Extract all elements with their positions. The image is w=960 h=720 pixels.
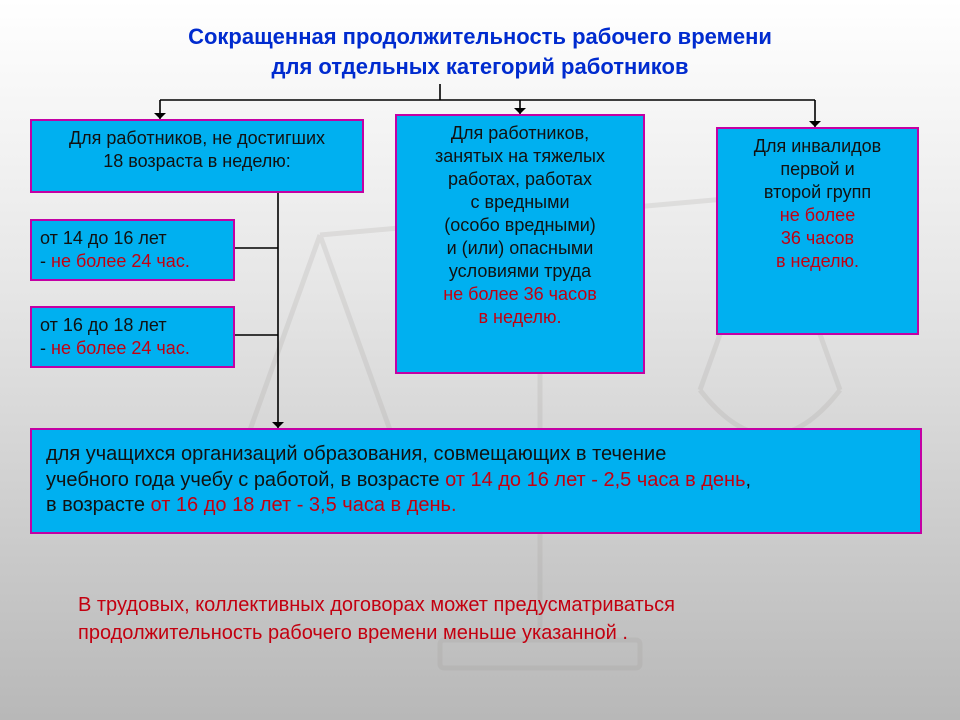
box-14-16-limit: не более 24 час. xyxy=(51,251,190,271)
box2-l3: работах, работах xyxy=(448,169,592,189)
box3-r3: в неделю. xyxy=(776,251,859,271)
box4-p1: для учащихся организаций образования, со… xyxy=(46,443,666,465)
footer-l1: В трудовых, коллективных договорах может… xyxy=(78,594,675,616)
box-heavy-labor: Для работников, занятых на тяжелых работ… xyxy=(395,114,645,374)
box4-p3a: в возрасте xyxy=(46,494,151,516)
box3-l1: Для инвалидов xyxy=(754,136,881,156)
box-disabled: Для инвалидов первой и второй групп не б… xyxy=(716,127,919,335)
box2-l4: с вредными xyxy=(471,192,570,212)
box4-p3r: от 16 до 18 лет - 3,5 часа в день. xyxy=(151,494,457,516)
box2-l7: условиями труда xyxy=(449,261,591,281)
box2-l2: занятых на тяжелых xyxy=(435,146,605,166)
box2-r1: не более 36 часов xyxy=(443,284,597,304)
box4-p2r: от 14 до 16 лет - 2,5 часа в день xyxy=(445,469,745,491)
box-16-18: от 16 до 18 лет - не более 24 час. xyxy=(30,306,235,368)
box-under-18-line1: Для работников, не достигших xyxy=(69,128,325,148)
slide-root: Сокращенная продолжительность рабочего в… xyxy=(0,0,960,720)
box-under-18-line2: 18 возраста в неделю: xyxy=(103,151,291,171)
box3-r1: не более xyxy=(780,205,855,225)
box2-l1: Для работников, xyxy=(451,123,589,143)
box-16-18-plain: от 16 до 18 лет xyxy=(40,315,167,335)
box3-l2: первой и xyxy=(780,159,854,179)
box-16-18-limit: не более 24 час. xyxy=(51,338,190,358)
box2-r2: в неделю. xyxy=(478,307,561,327)
footer-l2: продолжительность рабочего времени меньш… xyxy=(78,622,628,644)
box-14-16: от 14 до 16 лет - не более 24 час. xyxy=(30,219,235,281)
title-line-1: Сокращенная продолжительность рабочего в… xyxy=(188,24,772,49)
box-14-16-plain: от 14 до 16 лет xyxy=(40,228,167,248)
box3-l3: второй групп xyxy=(764,182,871,202)
box2-l6: и (или) опасными xyxy=(447,238,594,258)
title-line-2: для отдельных категорий работников xyxy=(272,54,689,79)
box4-p2a: учебного года учебу с работой, в возраст… xyxy=(46,469,445,491)
box-under-18: Для работников, не достигших 18 возраста… xyxy=(30,119,364,193)
footer-note: В трудовых, коллективных договорах может… xyxy=(78,591,910,647)
box-students: для учащихся организаций образования, со… xyxy=(30,428,922,534)
box-14-16-sep: - xyxy=(40,251,51,271)
slide-title: Сокращенная продолжительность рабочего в… xyxy=(0,22,960,81)
box-16-18-sep: - xyxy=(40,338,51,358)
box4-p2b: , xyxy=(746,469,752,491)
box2-l5: (особо вредными) xyxy=(444,215,596,235)
box3-r2: 36 часов xyxy=(781,228,854,248)
